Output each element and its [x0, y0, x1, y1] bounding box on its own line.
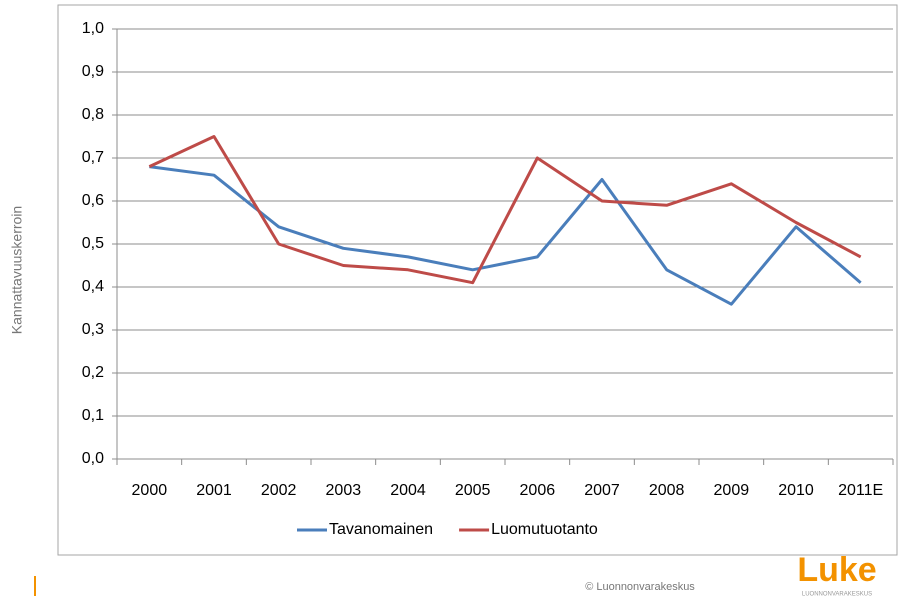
accent-bar: [34, 576, 36, 596]
series-line: [148, 135, 862, 285]
y-axis-label: Kannattavuuskerroin: [9, 206, 25, 334]
logo: Luke: [797, 551, 876, 589]
x-tick-label: 2002: [261, 482, 297, 499]
y-tick-label: 0,5: [82, 235, 104, 252]
series-line: [149, 165, 862, 306]
x-tick-label: 2008: [649, 482, 685, 499]
x-tick-label: 2005: [455, 482, 491, 499]
x-tick-label: 2000: [132, 482, 168, 499]
x-tick-label: 2011E: [838, 482, 883, 499]
copyright: © Luonnonvarakeskus: [585, 581, 695, 593]
y-tick-label: 0,8: [82, 106, 104, 123]
y-tick-label: 1,0: [82, 20, 104, 37]
legend-label: Tavanomainen: [329, 521, 433, 538]
x-tick-label: 2006: [520, 482, 556, 499]
y-tick-label: 0,7: [82, 149, 104, 166]
x-tick-label: 2010: [778, 482, 814, 499]
x-tick-label: 2007: [584, 482, 620, 499]
x-tick-label: 2004: [390, 482, 426, 499]
y-tick-label: 0,1: [82, 407, 104, 424]
x-tick-label: 2003: [326, 482, 362, 499]
y-tick-label: 0,9: [82, 63, 104, 80]
y-tick-label: 0,4: [82, 278, 104, 295]
x-tick-label: 2009: [714, 482, 750, 499]
legend-label: Luomutuotanto: [491, 521, 598, 538]
x-tick-label: 2001: [196, 482, 232, 499]
y-tick-label: 0,3: [82, 321, 104, 338]
y-tick-label: 0,2: [82, 364, 104, 381]
y-tick-label: 0,6: [82, 192, 104, 209]
logo-subtitle: LUONNONVARAKESKUS: [802, 592, 872, 598]
chart-frame: [57, 4, 898, 556]
y-tick-label: 0,0: [82, 450, 104, 467]
